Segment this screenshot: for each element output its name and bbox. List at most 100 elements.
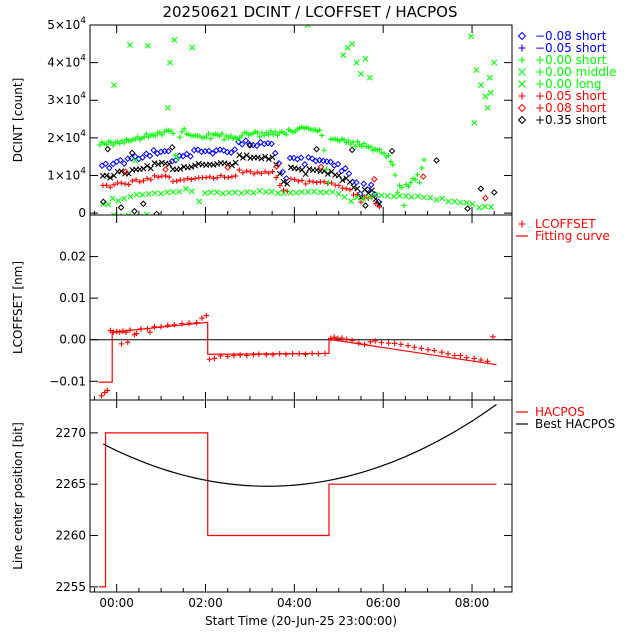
fitting-curve [98, 321, 497, 383]
data-point [220, 147, 227, 154]
data-point [120, 160, 128, 167]
y-tick-label: 0.02 [59, 250, 86, 264]
data-point [280, 178, 287, 185]
data-point [170, 130, 176, 137]
data-point [418, 345, 425, 352]
data-point [287, 189, 294, 196]
data-point [183, 150, 191, 158]
data-point [352, 143, 358, 149]
data-point [313, 145, 320, 153]
data-point [299, 177, 305, 184]
data-point [306, 178, 312, 184]
data-point [315, 351, 322, 357]
data-point [277, 182, 283, 188]
data-point [258, 155, 265, 162]
data-point [243, 152, 250, 159]
data-point [398, 341, 404, 348]
data-point [209, 150, 216, 157]
data-point [196, 198, 203, 205]
data-point [408, 180, 414, 186]
data-point [439, 195, 446, 202]
data-point [368, 144, 374, 150]
data-point [360, 180, 368, 188]
data-point [283, 351, 289, 358]
data-point [338, 167, 345, 175]
data-point [179, 320, 185, 327]
data-point [170, 189, 177, 196]
data-point [242, 137, 250, 144]
data-point [138, 326, 144, 332]
data-point [250, 351, 257, 358]
data-point [399, 184, 405, 191]
data-point [321, 147, 327, 153]
data-point [280, 187, 287, 193]
hacpos-line [98, 432, 497, 588]
data-point [141, 134, 147, 140]
data-point [262, 153, 269, 160]
data-point [123, 329, 129, 336]
data-point [166, 174, 172, 180]
data-point [296, 351, 303, 357]
data-point [224, 148, 231, 156]
data-point [263, 351, 270, 358]
legend-marker [517, 115, 527, 125]
x-tick-label: 08:00 [455, 596, 490, 610]
data-point [482, 194, 489, 202]
data-point [490, 189, 498, 196]
legend-label: +0.00 long [535, 77, 602, 91]
data-point [146, 152, 154, 160]
data-point [158, 190, 165, 197]
data-point [207, 189, 214, 196]
data-point [144, 42, 151, 49]
data-point [202, 190, 209, 197]
data-point [319, 157, 327, 165]
data-point [232, 159, 239, 166]
lcoffset-points [98, 312, 496, 399]
series-3 [97, 124, 427, 209]
data-point [359, 143, 365, 150]
legend-marker [518, 220, 526, 228]
data-point [127, 193, 134, 200]
data-point [262, 169, 268, 175]
panel-hacpos: 2255 2260 2265 2270 Line center position [bi… [11, 399, 615, 628]
data-point [408, 193, 415, 200]
data-point [189, 44, 196, 51]
legend-label: +0.00 short [535, 53, 607, 67]
data-point [210, 175, 217, 181]
data-point [128, 149, 136, 157]
data-point [186, 320, 192, 326]
data-point [327, 335, 334, 342]
data-point [303, 181, 309, 187]
data-point [348, 198, 355, 205]
data-point [292, 176, 298, 183]
data-point [224, 164, 232, 171]
data-point [98, 393, 105, 399]
data-point [104, 145, 112, 153]
data-point [140, 178, 147, 184]
data-point [133, 191, 140, 198]
data-point [262, 189, 269, 196]
data-point [126, 41, 133, 48]
data-point [478, 357, 484, 363]
data-point [238, 140, 246, 148]
data-point [445, 351, 451, 357]
data-point [122, 168, 129, 176]
data-point [471, 355, 478, 362]
data-point [490, 334, 496, 340]
y-tick-label: 2×104 [47, 129, 86, 145]
data-point [342, 165, 349, 172]
data-point [367, 338, 374, 345]
data-point [354, 185, 361, 192]
data-point [427, 194, 434, 201]
data-point [207, 174, 213, 180]
data-point [174, 156, 181, 162]
data-point [323, 166, 329, 172]
data-point [305, 189, 312, 196]
y-axis-label: LCOFFSET [nm] [11, 261, 25, 354]
data-point [254, 154, 261, 161]
data-point [208, 136, 214, 142]
data-point [166, 161, 173, 168]
data-point [224, 353, 231, 360]
data-point [336, 182, 342, 189]
data-point [115, 197, 122, 204]
